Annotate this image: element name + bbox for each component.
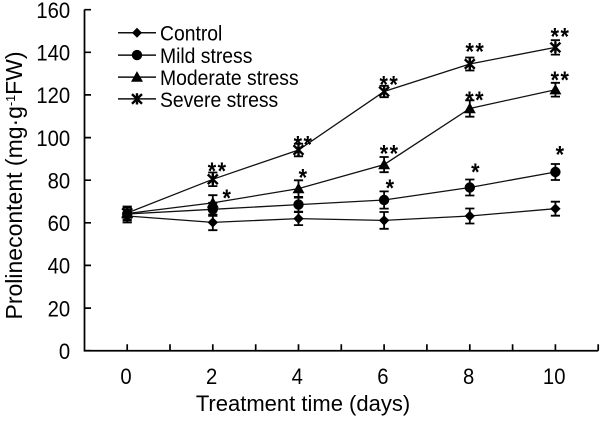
svg-text:**: ** xyxy=(380,140,400,167)
svg-text:**: ** xyxy=(551,22,571,49)
svg-text:40: 40 xyxy=(48,254,71,279)
svg-text:*: * xyxy=(299,163,309,190)
svg-text:*: * xyxy=(386,174,396,201)
svg-text:0: 0 xyxy=(59,339,70,364)
svg-text:Treatment time (days): Treatment time (days) xyxy=(196,391,410,416)
svg-text:100: 100 xyxy=(36,126,70,151)
svg-text:**: ** xyxy=(466,37,486,64)
svg-text:*: * xyxy=(471,158,481,185)
svg-text:**: ** xyxy=(380,70,400,97)
svg-text:*: * xyxy=(556,140,566,167)
svg-text:6: 6 xyxy=(377,364,388,389)
svg-text:120: 120 xyxy=(36,83,70,108)
svg-text:8: 8 xyxy=(463,364,474,389)
svg-text:80: 80 xyxy=(48,168,71,193)
svg-text:20: 20 xyxy=(48,296,71,321)
svg-text:Prolinecontent (mg·g-1FW): Prolinecontent (mg·g-1FW) xyxy=(1,51,27,319)
svg-text:2: 2 xyxy=(206,364,217,389)
svg-text:**: ** xyxy=(551,66,571,93)
svg-text:10: 10 xyxy=(543,364,566,389)
svg-text:60: 60 xyxy=(48,211,71,236)
svg-text:Severe stress: Severe stress xyxy=(160,88,278,112)
svg-text:160: 160 xyxy=(36,0,70,23)
svg-text:*: * xyxy=(222,184,232,211)
svg-text:Mild stress: Mild stress xyxy=(160,44,252,68)
svg-text:Control: Control xyxy=(160,22,222,46)
svg-text:**: ** xyxy=(294,131,314,158)
svg-text:Moderate stress: Moderate stress xyxy=(160,66,299,90)
svg-text:**: ** xyxy=(208,157,228,184)
svg-text:**: ** xyxy=(465,86,485,113)
svg-text:140: 140 xyxy=(36,41,70,66)
svg-text:4: 4 xyxy=(292,364,303,389)
svg-text:0: 0 xyxy=(120,364,131,389)
